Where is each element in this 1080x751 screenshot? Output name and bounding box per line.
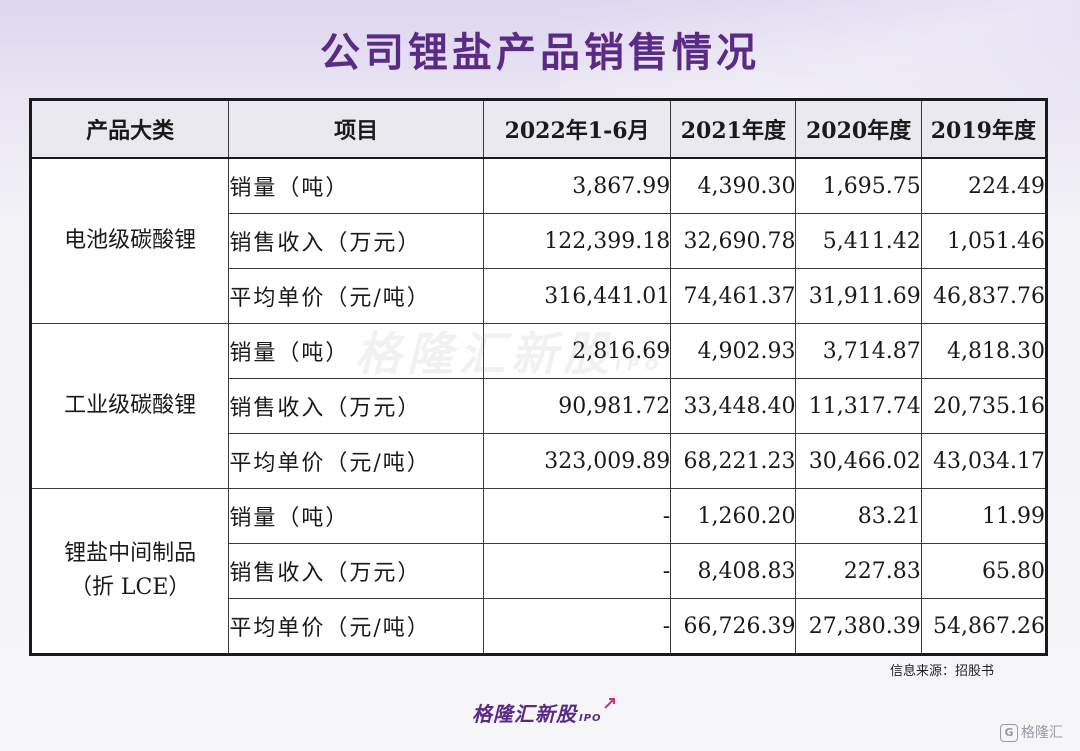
- table-row: 锂盐中间制品 （折 LCE） 销量（吨） - 1,260.20 83.21 11…: [29, 488, 1048, 655]
- table-row: 平均单价（元/吨） 323,009.89 68,221.23 30,466.02…: [31, 433, 1048, 489]
- value-cell: 30,466.02: [795, 433, 922, 489]
- category-cell: 电池级碳酸锂: [29, 157, 230, 324]
- value-cell: 32,690.78: [670, 213, 797, 269]
- header-2020: 2020年度: [795, 99, 922, 159]
- value-cell: 224.49: [920, 157, 1048, 214]
- value-cell: 68,221.23: [670, 433, 797, 489]
- item-cell: 平均单价（元/吨）: [228, 598, 484, 655]
- category-line-2: （折 LCE）: [69, 575, 191, 600]
- banner-highlight: [560, 0, 1080, 110]
- table-header-row: 产品大类 项目 2022年1-6月 2021年度 2020年度 2019年度: [29, 99, 1048, 159]
- item-cell: 销量（吨）: [228, 157, 484, 214]
- source-note: 信息来源：招股书: [890, 664, 995, 679]
- corner-logo: G 格隆汇: [1000, 722, 1063, 742]
- value-cell: 11.99: [920, 488, 1048, 544]
- value-cell: 316,441.01: [482, 268, 672, 324]
- value-cell: 11,317.74: [795, 378, 922, 434]
- value-cell: 8,408.83: [670, 543, 797, 599]
- value-cell: 46,837.76: [920, 268, 1048, 324]
- value-cell: 43,034.17: [920, 433, 1048, 489]
- value-cell: -: [482, 488, 672, 544]
- value-cell: 323,009.89: [482, 433, 672, 489]
- value-cell: 90,981.72: [482, 378, 672, 434]
- item-cell: 销售收入（万元）: [228, 378, 484, 434]
- arrow-up-right-icon: [604, 698, 615, 709]
- sales-table: 产品大类 项目 2022年1-6月 2021年度 2020年度 2019年度 电…: [29, 98, 1048, 656]
- page-title: 公司锂盐产品销售情况: [320, 30, 760, 76]
- header-item: 项目: [228, 99, 484, 159]
- item-cell: 平均单价（元/吨）: [228, 268, 484, 324]
- category-cell: 工业级碳酸锂: [29, 323, 230, 489]
- value-cell: -: [482, 598, 672, 655]
- value-cell: 1,051.46: [920, 213, 1048, 269]
- value-cell: 227.83: [795, 543, 922, 599]
- value-cell: 27,380.39: [795, 598, 922, 655]
- brand-suffix: IPO: [579, 713, 602, 724]
- brand-text: 格隆汇新股: [472, 702, 577, 726]
- brand-logo: 格隆汇新股 IPO: [472, 698, 602, 727]
- value-cell: 1,695.75: [795, 157, 922, 214]
- header-2022h1: 2022年1-6月: [482, 99, 672, 159]
- value-cell: 5,411.42: [795, 213, 922, 269]
- value-cell: 2,816.69: [482, 323, 672, 379]
- value-cell: 4,902.93: [670, 323, 797, 379]
- value-cell: 74,461.37: [670, 268, 797, 324]
- value-cell: 1,260.20: [670, 488, 797, 544]
- value-cell: 4,818.30: [920, 323, 1048, 379]
- value-cell: 66,726.39: [670, 598, 797, 655]
- g-logo-icon: G: [1000, 724, 1018, 742]
- header-2021: 2021年度: [670, 99, 797, 159]
- item-cell: 销售收入（万元）: [228, 213, 484, 269]
- value-cell: 4,390.30: [670, 157, 797, 214]
- value-cell: 33,448.40: [670, 378, 797, 434]
- table-row: 电池级碳酸锂 销量（吨） 3,867.99 4,390.30 1,695.75 …: [29, 157, 1048, 324]
- category-cell: 锂盐中间制品 （折 LCE）: [29, 488, 230, 655]
- category-line-1: 锂盐中间制品: [64, 541, 197, 566]
- value-cell: 54,867.26: [920, 598, 1048, 655]
- value-cell: 122,399.18: [482, 213, 672, 269]
- item-cell: 销售收入（万元）: [228, 543, 484, 599]
- header-2019: 2019年度: [920, 99, 1048, 159]
- value-cell: 65.80: [920, 543, 1048, 599]
- table-row: 平均单价（元/吨） - 66,726.39 27,380.39 54,867.2…: [31, 598, 1048, 655]
- table-row: 销售收入（万元） - 8,408.83 227.83 65.80: [31, 543, 1048, 599]
- table-row: 销售收入（万元） 90,981.72 33,448.40 11,317.74 2…: [31, 378, 1048, 434]
- value-cell: 3,714.87: [795, 323, 922, 379]
- table-row: 销售收入（万元） 122,399.18 32,690.78 5,411.42 1…: [31, 213, 1048, 269]
- value-cell: 20,735.16: [920, 378, 1048, 434]
- item-cell: 销量（吨）: [228, 323, 484, 379]
- value-cell: 3,867.99: [482, 157, 672, 214]
- value-cell: 31,911.69: [795, 268, 922, 324]
- value-cell: -: [482, 543, 672, 599]
- value-cell: 83.21: [795, 488, 922, 544]
- table-row: 工业级碳酸锂 销量（吨） 2,816.69 4,902.93 3,714.87 …: [29, 323, 1048, 489]
- header-category: 产品大类: [29, 99, 230, 159]
- table-row: 平均单价（元/吨） 316,441.01 74,461.37 31,911.69…: [31, 268, 1048, 324]
- item-cell: 平均单价（元/吨）: [228, 433, 484, 489]
- corner-logo-text: 格隆汇: [1021, 725, 1063, 741]
- item-cell: 销量（吨）: [228, 488, 484, 544]
